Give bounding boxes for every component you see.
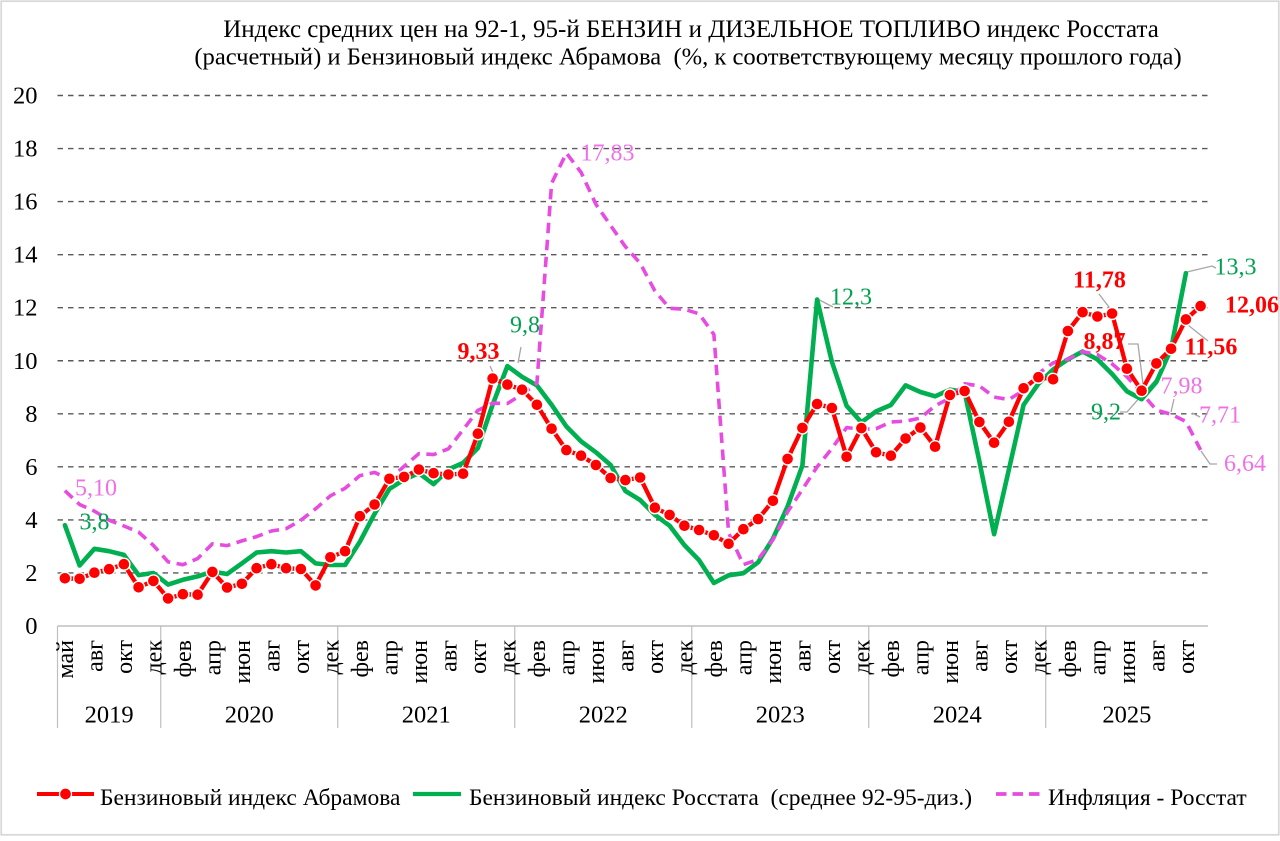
svg-text:18: 18	[13, 136, 38, 163]
svg-text:дек: дек	[141, 640, 167, 675]
svg-text:авг: авг	[259, 640, 285, 672]
svg-text:2025: 2025	[1102, 702, 1151, 729]
svg-text:Бензиновый индекс Абрамова: Бензиновый индекс Абрамова	[100, 785, 401, 811]
svg-text:Бензиновый индекс Росстата (с: Бензиновый индекс Росстата (среднее 92-9…	[469, 785, 972, 811]
svg-text:май: май	[53, 640, 79, 679]
svg-text:2019: 2019	[85, 702, 134, 729]
svg-text:9,33: 9,33	[458, 339, 500, 365]
svg-text:окт: окт	[289, 640, 315, 674]
svg-text:6: 6	[25, 454, 37, 481]
svg-text:авг: авг	[967, 640, 993, 672]
svg-text:6,64: 6,64	[1224, 451, 1266, 477]
svg-text:дек: дек	[318, 640, 344, 675]
svg-text:11,78: 11,78	[1073, 268, 1126, 294]
svg-text:2024: 2024	[933, 702, 982, 729]
svg-text:окт: окт	[820, 640, 846, 674]
svg-text:20: 20	[13, 83, 38, 110]
svg-text:12,06: 12,06	[1225, 293, 1279, 319]
svg-text:5,10: 5,10	[75, 476, 117, 502]
svg-text:апр: апр	[1085, 640, 1111, 675]
svg-text:16: 16	[13, 189, 38, 216]
svg-text:дек: дек	[495, 640, 521, 675]
svg-text:фев: фев	[525, 640, 551, 678]
svg-text:апр: апр	[554, 640, 580, 675]
svg-text:окт: окт	[466, 640, 492, 674]
svg-text:дек: дек	[1026, 640, 1052, 675]
svg-text:авг: авг	[436, 640, 462, 672]
svg-text:окт: окт	[1174, 640, 1200, 674]
svg-text:апр: апр	[200, 640, 226, 675]
svg-text:июн: июн	[938, 640, 964, 684]
svg-text:0: 0	[25, 613, 37, 640]
svg-text:12,3: 12,3	[830, 285, 872, 311]
svg-text:2022: 2022	[579, 702, 628, 729]
svg-text:Инфляция - Росстат: Инфляция - Росстат	[1048, 785, 1247, 811]
svg-text:фев: фев	[702, 640, 728, 678]
svg-text:фев: фев	[171, 640, 197, 678]
svg-text:июн: июн	[230, 640, 256, 684]
svg-text:14: 14	[13, 242, 38, 269]
svg-text:4: 4	[25, 507, 37, 534]
svg-text:авг: авг	[790, 640, 816, 672]
svg-text:11,56: 11,56	[1185, 335, 1238, 361]
svg-text:Индекс средних цен на 92-1, 95: Индекс средних цен на 92-1, 95-й БЕНЗИН …	[223, 16, 1159, 43]
svg-text:фев: фев	[1056, 640, 1082, 678]
svg-text:июн: июн	[1115, 640, 1141, 684]
svg-text:авг: авг	[1144, 640, 1170, 672]
svg-text:17,83: 17,83	[581, 141, 635, 167]
svg-text:окт: окт	[643, 640, 669, 674]
svg-text:2021: 2021	[402, 702, 451, 729]
svg-text:фев: фев	[348, 640, 374, 678]
svg-text:апр: апр	[377, 640, 403, 675]
svg-text:дек: дек	[672, 640, 698, 675]
svg-text:2: 2	[25, 560, 37, 587]
svg-text:9,8: 9,8	[510, 313, 540, 339]
svg-text:12: 12	[13, 295, 38, 322]
svg-text:окт: окт	[997, 640, 1023, 674]
svg-text:8: 8	[25, 401, 37, 428]
svg-text:апр: апр	[908, 640, 934, 675]
svg-text:фев: фев	[879, 640, 905, 678]
svg-text:(расчетный) и Бензиновый индек: (расчетный) и Бензиновый индекс Абрамова…	[194, 44, 1181, 71]
svg-text:3,8: 3,8	[80, 510, 110, 536]
svg-text:авг: авг	[613, 640, 639, 672]
svg-text:июн: июн	[761, 640, 787, 684]
svg-text:7,98: 7,98	[1161, 374, 1203, 400]
svg-text:2020: 2020	[225, 702, 274, 729]
svg-text:8,87: 8,87	[1084, 329, 1126, 355]
svg-text:июн: июн	[584, 640, 610, 684]
svg-text:дек: дек	[849, 640, 875, 675]
svg-text:9,2: 9,2	[1091, 400, 1121, 426]
svg-text:13,3: 13,3	[1215, 255, 1257, 281]
svg-text:июн: июн	[407, 640, 433, 684]
svg-text:авг: авг	[82, 640, 108, 672]
svg-text:10: 10	[13, 348, 38, 375]
svg-text:7,71: 7,71	[1199, 403, 1241, 429]
svg-text:апр: апр	[731, 640, 757, 675]
svg-text:2023: 2023	[756, 702, 805, 729]
svg-text:окт: окт	[112, 640, 138, 674]
